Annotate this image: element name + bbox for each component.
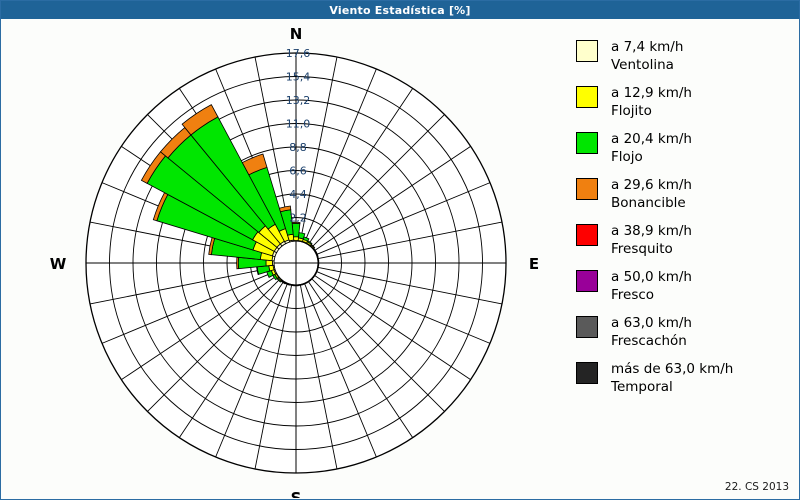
legend-item[interactable]: a 38,9 km/h Fresquito <box>576 223 791 261</box>
window-title-bar: Viento Estadística [%] <box>1 1 799 19</box>
legend-color-swatch <box>576 362 598 384</box>
wind-petal-segment <box>310 243 316 249</box>
wind-petal-segment <box>181 104 219 136</box>
wind-rose-svg: 2,2 4,4 6,6 8,8 11,0 13,2 15,4 17,6 N S W E <box>50 25 539 498</box>
legend-name-label: Flojo <box>611 148 643 165</box>
legend-name-label: Temporal <box>611 378 673 395</box>
legend-item[interactable]: a 50,0 km/h Fresco <box>576 269 791 307</box>
legend-color-swatch <box>576 316 598 338</box>
cardinal-label-south: S <box>291 489 302 498</box>
legend-label: a 20,4 km/h Flojo <box>611 131 692 167</box>
cardinal-label-west: W <box>50 255 67 273</box>
radial-tick-label: 15,4 <box>286 71 311 84</box>
wind-petal-segment <box>298 232 306 240</box>
legend-item[interactable]: a 63,0 km/h Frescachón <box>576 315 791 353</box>
legend-color-swatch <box>576 270 598 292</box>
legend-label: a 63,0 km/h Frescachón <box>611 315 692 351</box>
legend-color-swatch <box>576 178 598 200</box>
legend-speed-label: a 38,9 km/h <box>611 223 692 239</box>
radial-tick-labels: 2,2 4,4 6,6 8,8 11,0 13,2 15,4 17,6 <box>286 47 311 225</box>
legend-color-swatch <box>576 86 598 108</box>
legend-label: a 12,9 km/h Flojito <box>611 85 692 121</box>
legend-item[interactable]: más de 63,0 km/h Temporal <box>576 361 791 399</box>
legend-speed-label: a 50,0 km/h <box>611 269 692 285</box>
legend-name-label: Bonancible <box>611 194 686 211</box>
wind-petals <box>140 104 320 287</box>
legend-speed-label: a 20,4 km/h <box>611 131 692 147</box>
legend-name-label: Fresquito <box>611 240 673 257</box>
radial-tick-label: 2,2 <box>289 212 307 225</box>
legend-label: a 7,4 km/h Ventolina <box>611 39 683 75</box>
legend-label: a 50,0 km/h Fresco <box>611 269 692 305</box>
legend-color-swatch <box>576 224 598 246</box>
legend-name-label: Ventolina <box>611 56 674 73</box>
legend-speed-label: a 12,9 km/h <box>611 85 692 101</box>
wind-petal-segment <box>291 221 301 225</box>
cardinal-label-east: E <box>529 255 539 273</box>
radial-tick-label: 11,0 <box>286 118 311 131</box>
wind-petal-segment <box>241 153 268 176</box>
legend-label: más de 63,0 km/h Temporal <box>611 361 733 397</box>
legend-speed-label: a 7,4 km/h <box>611 39 684 55</box>
polar-grid <box>85 52 507 474</box>
radial-tick-label: 13,2 <box>286 94 311 107</box>
footer-credit: 22. CS 2013 <box>724 481 789 493</box>
legend-item[interactable]: a 12,9 km/h Flojito <box>576 85 791 123</box>
legend-speed-label: a 63,0 km/h <box>611 315 692 331</box>
legend-color-swatch <box>576 40 598 62</box>
cardinal-labels: N S W E <box>50 25 539 498</box>
legend-speed-label: más de 63,0 km/h <box>611 361 734 377</box>
wind-petal-segment <box>302 236 310 242</box>
window-title: Viento Estadística [%] <box>329 3 471 17</box>
cardinal-label-north: N <box>290 25 303 43</box>
wind-petal-segment <box>278 205 292 213</box>
radial-tick-label: 6,6 <box>289 165 307 178</box>
legend-name-label: Frescachón <box>611 332 687 349</box>
legend-name-label: Fresco <box>611 286 655 303</box>
legend-item[interactable]: a 20,4 km/h Flojo <box>576 131 791 169</box>
legend-label: a 38,9 km/h Fresquito <box>611 223 692 259</box>
legend-speed-label: a 29,6 km/h <box>611 177 692 193</box>
legend: a 7,4 km/h Ventolina a 12,9 km/h Flojito a 2… <box>576 39 791 407</box>
wind-petal-segment <box>306 240 313 245</box>
wind-petal-segment <box>236 256 239 270</box>
legend-item[interactable]: a 29,6 km/h Bonancible <box>576 177 791 215</box>
wind-rose-plot: 2,2 4,4 6,6 8,8 11,0 13,2 15,4 17,6 N S W E <box>1 20 561 498</box>
legend-name-label: Flojito <box>611 102 652 119</box>
legend-color-swatch <box>576 132 598 154</box>
radial-tick-label: 4,4 <box>289 188 307 201</box>
legend-item[interactable]: a 7,4 km/h Ventolina <box>576 39 791 77</box>
legend-label: a 29,6 km/h Bonancible <box>611 177 692 213</box>
radial-tick-label: 17,6 <box>286 47 311 60</box>
radial-tick-label: 8,8 <box>289 141 307 154</box>
wind-petal-segment <box>292 236 300 242</box>
